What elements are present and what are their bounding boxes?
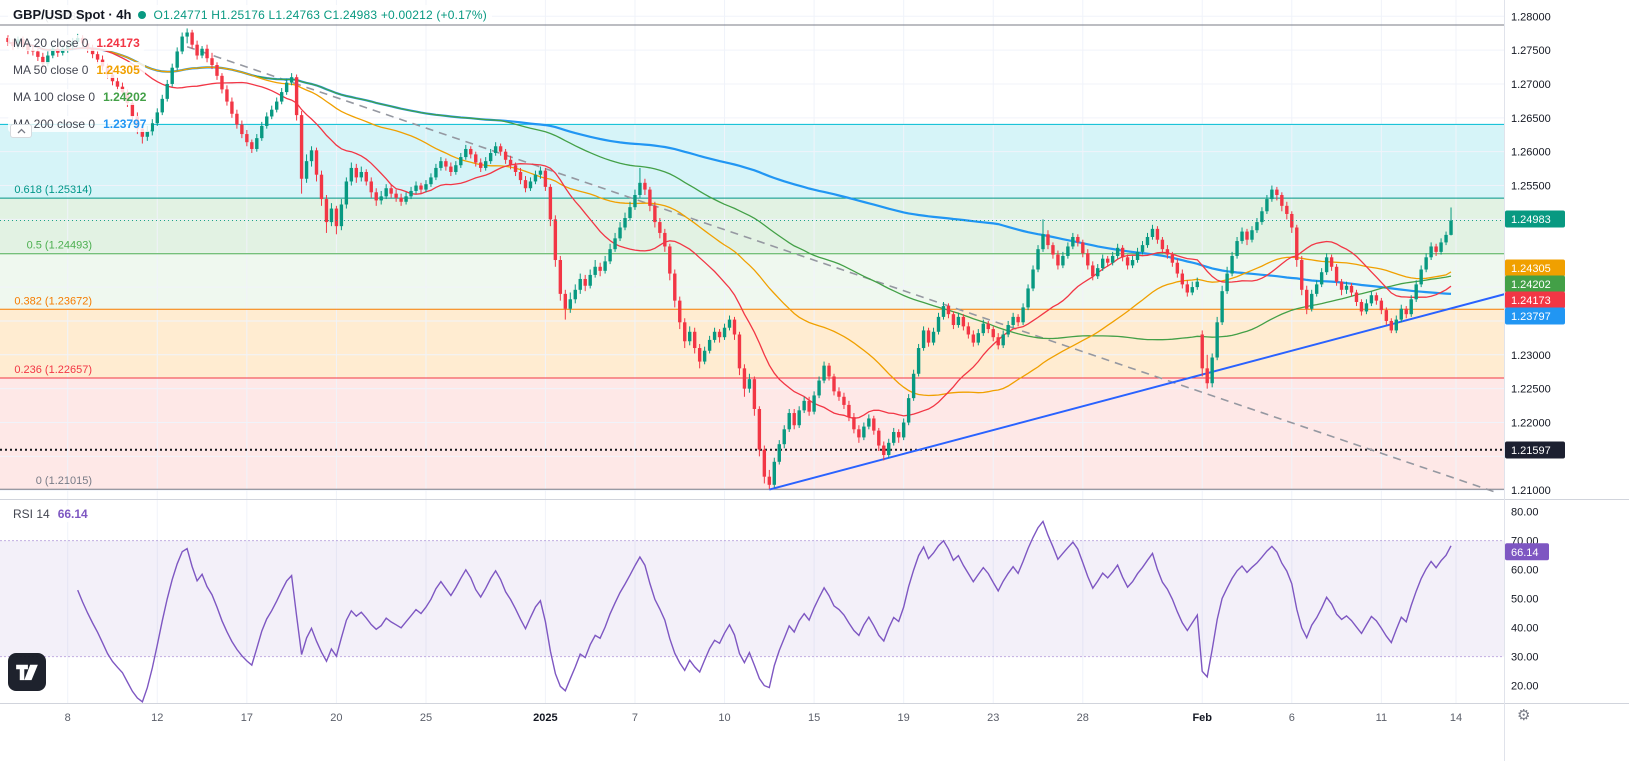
ma-label: MA 100 close 0	[13, 90, 96, 104]
ma-value: 1.24305	[96, 63, 140, 77]
ma-legend-row[interactable]: MA 20 close 0 1.24173	[8, 35, 145, 51]
time-axis[interactable]: 8 12 17 20 25 2025 7 10 15 19 23 28 Feb 6 11 14	[65, 712, 1462, 724]
price-axis[interactable]: 1.28000 1.27500 1.27000 1.26500 1.26000 1.255…	[1505, 11, 1565, 497]
moving-average-lines	[7, 40, 1452, 419]
svg-text:7: 7	[632, 712, 638, 724]
chart-legend: GBP/USD Spot · 4h O1.24771 H1.25176 L1.2…	[8, 5, 492, 132]
svg-text:11: 11	[1376, 712, 1387, 724]
svg-text:19: 19	[898, 712, 910, 724]
svg-text:14: 14	[1450, 712, 1462, 724]
svg-text:1.27500: 1.27500	[1511, 45, 1551, 57]
tradingview-logo[interactable]	[8, 653, 46, 696]
svg-text:28: 28	[1077, 712, 1089, 724]
svg-text:0.382 (1.23672): 0.382 (1.23672)	[14, 295, 92, 307]
settings-gear-icon[interactable]: ⚙	[1517, 707, 1531, 724]
ma-value: 1.24202	[103, 90, 147, 104]
fib-level-lines[interactable]	[0, 24, 1504, 490]
svg-text:23: 23	[987, 712, 999, 724]
ma-20-line	[7, 41, 1452, 419]
price-badge	[1505, 291, 1565, 309]
rsi-line	[77, 519, 1452, 703]
rsi-value: 66.14	[57, 507, 88, 521]
ma-50-line	[7, 41, 1452, 397]
svg-text:25: 25	[420, 712, 432, 724]
svg-text:10: 10	[718, 712, 730, 724]
symbol-title[interactable]: GBP/USD Spot · 4h	[13, 7, 132, 22]
svg-text:40.00: 40.00	[1511, 623, 1539, 635]
svg-text:0 (1.21015): 0 (1.21015)	[36, 475, 92, 487]
candles-series	[6, 28, 1453, 489]
svg-text:15: 15	[808, 712, 820, 724]
svg-text:20: 20	[330, 712, 342, 724]
rsi-pane	[0, 519, 1504, 703]
svg-text:1.21000: 1.21000	[1511, 485, 1551, 497]
svg-text:1.26500: 1.26500	[1511, 113, 1551, 125]
ma-label: MA 200 close 0	[13, 117, 96, 131]
price-badge	[1505, 307, 1565, 325]
ohlc-values: O1.24771 H1.25176 L1.24763 C1.24983 +0.0…	[153, 7, 487, 22]
price-axis-background	[1504, 0, 1629, 761]
svg-text:1.24983: 1.24983	[1511, 214, 1551, 226]
price-badge	[1505, 259, 1565, 277]
rsi-legend-row[interactable]: RSI 14 66.14	[8, 506, 93, 522]
ma-legend-row[interactable]: MA 50 close 0 1.24305	[8, 62, 145, 78]
svg-text:0.618 (1.25314): 0.618 (1.25314)	[14, 184, 92, 196]
svg-text:1.23797: 1.23797	[1511, 311, 1551, 323]
chevron-up-icon	[17, 128, 25, 134]
svg-text:1.23000: 1.23000	[1511, 350, 1551, 362]
svg-text:Feb: Feb	[1192, 712, 1212, 724]
price-badge	[1505, 210, 1565, 228]
fib-level-labels: 1 (1.27871)0.618 (1.25314)0.5 (1.24493)0…	[14, 11, 92, 487]
svg-text:2025: 2025	[533, 712, 557, 724]
ma-value: 1.24173	[96, 36, 140, 50]
ma-legend-row[interactable]: MA 200 close 0 1.23797	[8, 116, 152, 132]
svg-text:50.00: 50.00	[1511, 594, 1539, 606]
rsi-legend: RSI 14 66.14	[8, 506, 93, 522]
svg-text:8: 8	[65, 712, 71, 724]
svg-text:1.22500: 1.22500	[1511, 384, 1551, 396]
svg-text:0.236 (1.22657): 0.236 (1.22657)	[14, 364, 92, 376]
symbol-legend-row[interactable]: GBP/USD Spot · 4h O1.24771 H1.25176 L1.2…	[8, 5, 492, 24]
svg-text:1.25500: 1.25500	[1511, 181, 1551, 193]
svg-text:1.27000: 1.27000	[1511, 79, 1551, 91]
tradingview-logo-icon	[8, 653, 46, 691]
svg-text:1.28000: 1.28000	[1511, 11, 1551, 23]
svg-text:80.00: 80.00	[1511, 507, 1539, 519]
svg-text:60.00: 60.00	[1511, 565, 1539, 577]
svg-text:1.24173: 1.24173	[1511, 295, 1551, 307]
svg-text:20.00: 20.00	[1511, 681, 1539, 693]
ma-legend-row[interactable]: MA 100 close 0 1.24202	[8, 89, 152, 105]
collapse-pane-button[interactable]	[10, 124, 32, 138]
svg-text:30.00: 30.00	[1511, 652, 1539, 664]
price-badge	[1505, 275, 1565, 293]
trendlines[interactable]	[186, 45, 1506, 494]
svg-text:1.22000: 1.22000	[1511, 418, 1551, 430]
svg-text:1.26000: 1.26000	[1511, 147, 1551, 159]
svg-text:1.21597: 1.21597	[1511, 445, 1551, 457]
ma-value: 1.23797	[103, 117, 147, 131]
fib-zones	[0, 124, 1504, 490]
price-badge	[1505, 441, 1565, 459]
svg-text:0.5 (1.24493): 0.5 (1.24493)	[27, 240, 92, 252]
svg-text:1.24305: 1.24305	[1511, 263, 1551, 275]
svg-text:6: 6	[1289, 712, 1295, 724]
rsi-badge	[1505, 543, 1549, 561]
svg-text:1.24202: 1.24202	[1511, 279, 1551, 291]
ma-label: MA 50 close 0	[13, 63, 89, 77]
ma-label: MA 20 close 0	[13, 36, 89, 50]
market-status-dot	[138, 10, 147, 19]
svg-text:66.14: 66.14	[1511, 547, 1539, 559]
ma-legend-rows: MA 20 close 0 1.24173 MA 50 close 0 1.24305…	[8, 35, 492, 132]
svg-text:12: 12	[151, 712, 163, 724]
svg-text:17: 17	[241, 712, 253, 724]
rsi-label[interactable]: RSI 14	[13, 507, 50, 521]
